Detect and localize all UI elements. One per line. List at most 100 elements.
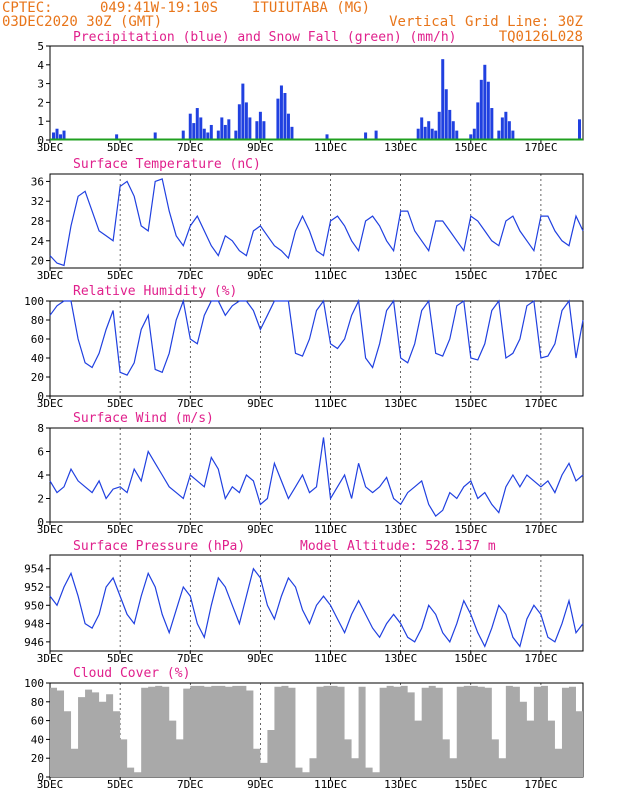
header-coords: 049:41W-19:10S bbox=[100, 0, 218, 16]
cloud-ytick-label: 0 bbox=[37, 771, 44, 784]
wind-ytick-label: 8 bbox=[37, 422, 44, 435]
cloud-xtick-label: 7DEC bbox=[177, 778, 204, 791]
precip-bar bbox=[62, 130, 66, 140]
wind-ytick-label: 0 bbox=[37, 516, 44, 529]
precip-bar bbox=[507, 121, 511, 140]
precip-bar bbox=[504, 111, 508, 140]
title-temp: Surface Temperature (nC) bbox=[73, 157, 261, 172]
precip-bar bbox=[472, 128, 476, 140]
precip-bar bbox=[423, 126, 427, 140]
precip-bar bbox=[227, 119, 231, 140]
pres-xtick-label: 17DEC bbox=[524, 652, 557, 665]
precip-xtick-label: 7DEC bbox=[177, 141, 204, 154]
precip-xtick-label: 15DEC bbox=[454, 141, 487, 154]
wind-xtick-label: 5DEC bbox=[107, 523, 134, 536]
precip-bar bbox=[427, 121, 431, 140]
pres-xtick-label: 3DEC bbox=[37, 652, 64, 665]
temp-xtick-label: 3DEC bbox=[37, 269, 64, 282]
cloud-ytick-label: 60 bbox=[31, 715, 44, 728]
precip-bar bbox=[209, 124, 213, 140]
precip-bar bbox=[216, 130, 220, 140]
precip-bar bbox=[241, 83, 245, 140]
temp-xtick-label: 17DEC bbox=[524, 269, 557, 282]
precip-bar bbox=[181, 130, 185, 140]
precip-bar bbox=[220, 117, 224, 140]
precip-bar bbox=[199, 117, 203, 140]
precip-bar bbox=[479, 79, 483, 140]
cloud-ytick-label: 80 bbox=[31, 696, 44, 709]
precip-bar bbox=[279, 85, 283, 140]
cloud-ytick-label: 40 bbox=[31, 733, 44, 746]
rh-ytick-label: 100 bbox=[24, 295, 44, 308]
temp-ytick-label: 20 bbox=[31, 255, 44, 268]
precip-bar bbox=[455, 130, 459, 140]
header-init: 03DEC2020 30Z (GMT) bbox=[2, 14, 162, 30]
cloud-xtick-label: 13DEC bbox=[384, 778, 417, 791]
pres-ytick-label: 954 bbox=[24, 563, 44, 576]
precip-bar bbox=[237, 104, 241, 140]
wind-ytick-label: 2 bbox=[37, 493, 44, 506]
precip-bar bbox=[444, 89, 448, 140]
precip-bar bbox=[59, 134, 63, 140]
precip-bar bbox=[192, 123, 196, 140]
precip-bar bbox=[374, 130, 378, 140]
title-cloud: Cloud Cover (%) bbox=[73, 666, 190, 681]
pres-xtick-label: 11DEC bbox=[314, 652, 347, 665]
pres-xtick-label: 5DEC bbox=[107, 652, 134, 665]
temp-xtick-label: 9DEC bbox=[247, 269, 274, 282]
wind-xtick-label: 11DEC bbox=[314, 523, 347, 536]
temp-xtick-label: 5DEC bbox=[107, 269, 134, 282]
title-wind: Surface Wind (m/s) bbox=[73, 411, 214, 426]
rh-ytick-label: 80 bbox=[31, 314, 44, 327]
rh-xtick-label: 7DEC bbox=[177, 397, 204, 410]
precip-xtick-label: 9DEC bbox=[247, 141, 274, 154]
precip-ytick-label: 4 bbox=[37, 59, 44, 72]
header-code: TQ0126L028 bbox=[499, 29, 583, 45]
precip-bar bbox=[188, 113, 192, 140]
wind-xtick-label: 17DEC bbox=[524, 523, 557, 536]
precip-bar bbox=[497, 130, 501, 140]
rh-xtick-label: 9DEC bbox=[247, 397, 274, 410]
precip-bar bbox=[283, 93, 287, 140]
header-source: CPTEC: bbox=[2, 0, 53, 16]
temp-ytick-label: 36 bbox=[31, 175, 44, 188]
title-rh: Relative Humidity (%) bbox=[73, 284, 237, 299]
precip-xtick-label: 3DEC bbox=[37, 141, 64, 154]
rh-xtick-label: 15DEC bbox=[454, 397, 487, 410]
precip-bar bbox=[55, 128, 59, 140]
precip-bar bbox=[469, 134, 473, 140]
rh-series-line bbox=[49, 298, 584, 376]
precip-bar bbox=[115, 134, 119, 140]
pres-ytick-label: 950 bbox=[24, 599, 44, 612]
rh-ytick-label: 20 bbox=[31, 371, 44, 384]
temp-ytick-label: 32 bbox=[31, 195, 44, 208]
pres-ytick-label: 946 bbox=[24, 636, 44, 649]
precip-bar bbox=[234, 130, 238, 140]
pres-ytick-label: 948 bbox=[24, 618, 44, 631]
precip-bar bbox=[195, 108, 199, 140]
precip-bar bbox=[255, 121, 259, 140]
precip-xtick-label: 17DEC bbox=[524, 141, 557, 154]
wind-xtick-label: 13DEC bbox=[384, 523, 417, 536]
precip-bar bbox=[430, 128, 434, 140]
wind-frame bbox=[49, 427, 584, 523]
rh-xtick-label: 17DEC bbox=[524, 397, 557, 410]
precip-bar bbox=[490, 108, 494, 140]
precip-bar bbox=[437, 111, 441, 140]
precip-bar bbox=[364, 132, 368, 140]
temp-xtick-label: 11DEC bbox=[314, 269, 347, 282]
pres-xtick-label: 7DEC bbox=[177, 652, 204, 665]
cloud-cover-area bbox=[50, 685, 583, 777]
title-pres: Surface Pressure (hPa) bbox=[73, 539, 245, 554]
temp-xtick-label: 13DEC bbox=[384, 269, 417, 282]
header-station: ITUIUTABA (MG) bbox=[252, 0, 370, 16]
precip-bar bbox=[441, 59, 445, 140]
temp-xtick-label: 15DEC bbox=[454, 269, 487, 282]
precip-bar bbox=[486, 81, 490, 140]
rh-xtick-label: 13DEC bbox=[384, 397, 417, 410]
wind-ytick-label: 6 bbox=[37, 446, 44, 459]
pres-series-line bbox=[49, 567, 584, 648]
rh-ytick-label: 0 bbox=[37, 390, 44, 403]
precip-xtick-label: 11DEC bbox=[314, 141, 347, 154]
